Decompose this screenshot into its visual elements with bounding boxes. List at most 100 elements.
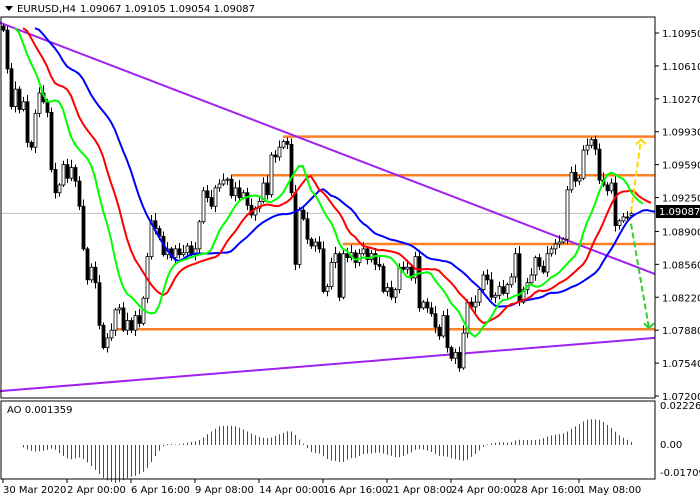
bear-candle: [457, 352, 462, 369]
bear-candle: [129, 320, 134, 331]
bear-candle: [65, 164, 70, 179]
bull-candle: [109, 329, 114, 339]
bear-candle: [489, 279, 494, 298]
y-tick-label: 1.08220: [662, 293, 700, 304]
bear-candle: [5, 29, 10, 70]
bull-candle: [565, 189, 570, 240]
bear-candle: [205, 190, 210, 198]
bear-candle: [53, 169, 58, 194]
bull-candle: [473, 301, 478, 308]
bull-candle: [557, 241, 562, 245]
bear-candle: [289, 143, 294, 194]
bull-candle: [261, 182, 266, 202]
bull-candle: [385, 287, 390, 292]
chart-title: EURUSD,H4: [17, 4, 76, 15]
bear-candle: [625, 216, 630, 219]
x-tick-label: 30 Mar 2020: [3, 485, 66, 496]
bull-candle: [105, 337, 110, 349]
bull-candle: [125, 320, 130, 331]
ao-tick-zero: 0.00: [660, 440, 682, 451]
bull-candle: [37, 92, 42, 114]
current-price-label: 1.09087: [659, 207, 700, 218]
bear-candle: [93, 266, 98, 284]
bear-candle: [45, 101, 50, 113]
bear-candle: [485, 274, 490, 281]
bull-candle: [393, 289, 398, 298]
bull-candle: [297, 209, 302, 265]
bull-candle: [257, 201, 262, 209]
bear-candle: [17, 88, 22, 110]
bull-candle: [221, 179, 226, 185]
bull-candle: [617, 220, 622, 227]
bull-candle: [197, 221, 202, 250]
bear-candle: [9, 68, 14, 107]
alligator-lips-line: [14, 27, 644, 338]
bull-candle: [421, 301, 426, 309]
bear-candle: [605, 184, 610, 192]
triangle-down-icon[interactable]: [5, 6, 13, 11]
bull-candle: [461, 332, 466, 369]
bull-candle: [313, 241, 318, 247]
bull-candle: [13, 88, 18, 107]
bear-candle: [177, 248, 182, 256]
bear-candle: [265, 182, 270, 196]
bear-candle: [29, 141, 34, 148]
bear-candle: [1, 25, 6, 31]
trendline: [0, 336, 656, 393]
bull-candle: [325, 286, 330, 292]
bear-candle: [101, 324, 106, 348]
bull-candle: [629, 212, 634, 216]
bear-candle: [433, 313, 438, 328]
current-price-badge: [656, 205, 700, 218]
bear-candle: [73, 167, 78, 182]
y-tick-label: 1.10270: [662, 95, 700, 106]
bull-candle: [453, 352, 458, 359]
bull-candle: [513, 253, 518, 278]
arrow-head-icon: [643, 322, 655, 330]
bear-candle: [309, 238, 314, 247]
ao-label: AO 0.001359: [7, 405, 72, 416]
y-tick-label: 1.07200: [662, 392, 700, 403]
y-tick-label: 1.08900: [662, 227, 700, 238]
bear-candle: [401, 266, 406, 270]
ohlc-readout: 1.09067 1.09105 1.09054 1.09087: [80, 4, 255, 15]
bear-candle: [425, 301, 430, 309]
bear-candle: [353, 252, 358, 263]
bear-candle: [437, 326, 442, 337]
x-tick-label: 2 Apr 00:00: [67, 485, 126, 496]
bull-candle: [61, 164, 66, 186]
bear-candle: [245, 192, 250, 206]
y-tick-label: 1.09930: [662, 128, 700, 139]
bull-candle: [181, 252, 186, 256]
bear-candle: [541, 265, 546, 273]
bear-candle: [137, 315, 142, 324]
bear-candle: [237, 187, 242, 198]
trendline: [0, 21, 656, 275]
bear-candle: [377, 263, 382, 267]
bear-candle: [49, 111, 54, 170]
bear-candle: [449, 347, 454, 359]
bull-candle: [481, 274, 486, 290]
bull-candle: [57, 184, 62, 194]
bull-candle: [545, 253, 550, 273]
bull-candle: [33, 112, 38, 148]
x-tick-label: 24 Apr 00:00: [451, 485, 516, 496]
bear-candle: [597, 148, 602, 181]
x-tick-label: 6 Apr 16:00: [131, 485, 190, 496]
bear-candle: [445, 315, 450, 349]
main-pane-border: [0, 16, 656, 399]
ao-tick-bottom: -0.017097: [660, 468, 700, 479]
y-tick-label: 1.10950: [662, 29, 700, 40]
bull-candle: [509, 276, 514, 286]
bear-candle: [537, 257, 542, 267]
alligator-jaw-line: [34, 27, 656, 308]
x-tick-label: 16 Apr 16:00: [323, 485, 388, 496]
bull-candle: [89, 266, 94, 281]
bull-candle: [149, 220, 154, 258]
bull-candle: [533, 257, 538, 276]
alligator-teeth-line: [22, 27, 652, 324]
x-tick-label: 1 May 08:00: [579, 485, 641, 496]
bear-candle: [301, 209, 306, 220]
